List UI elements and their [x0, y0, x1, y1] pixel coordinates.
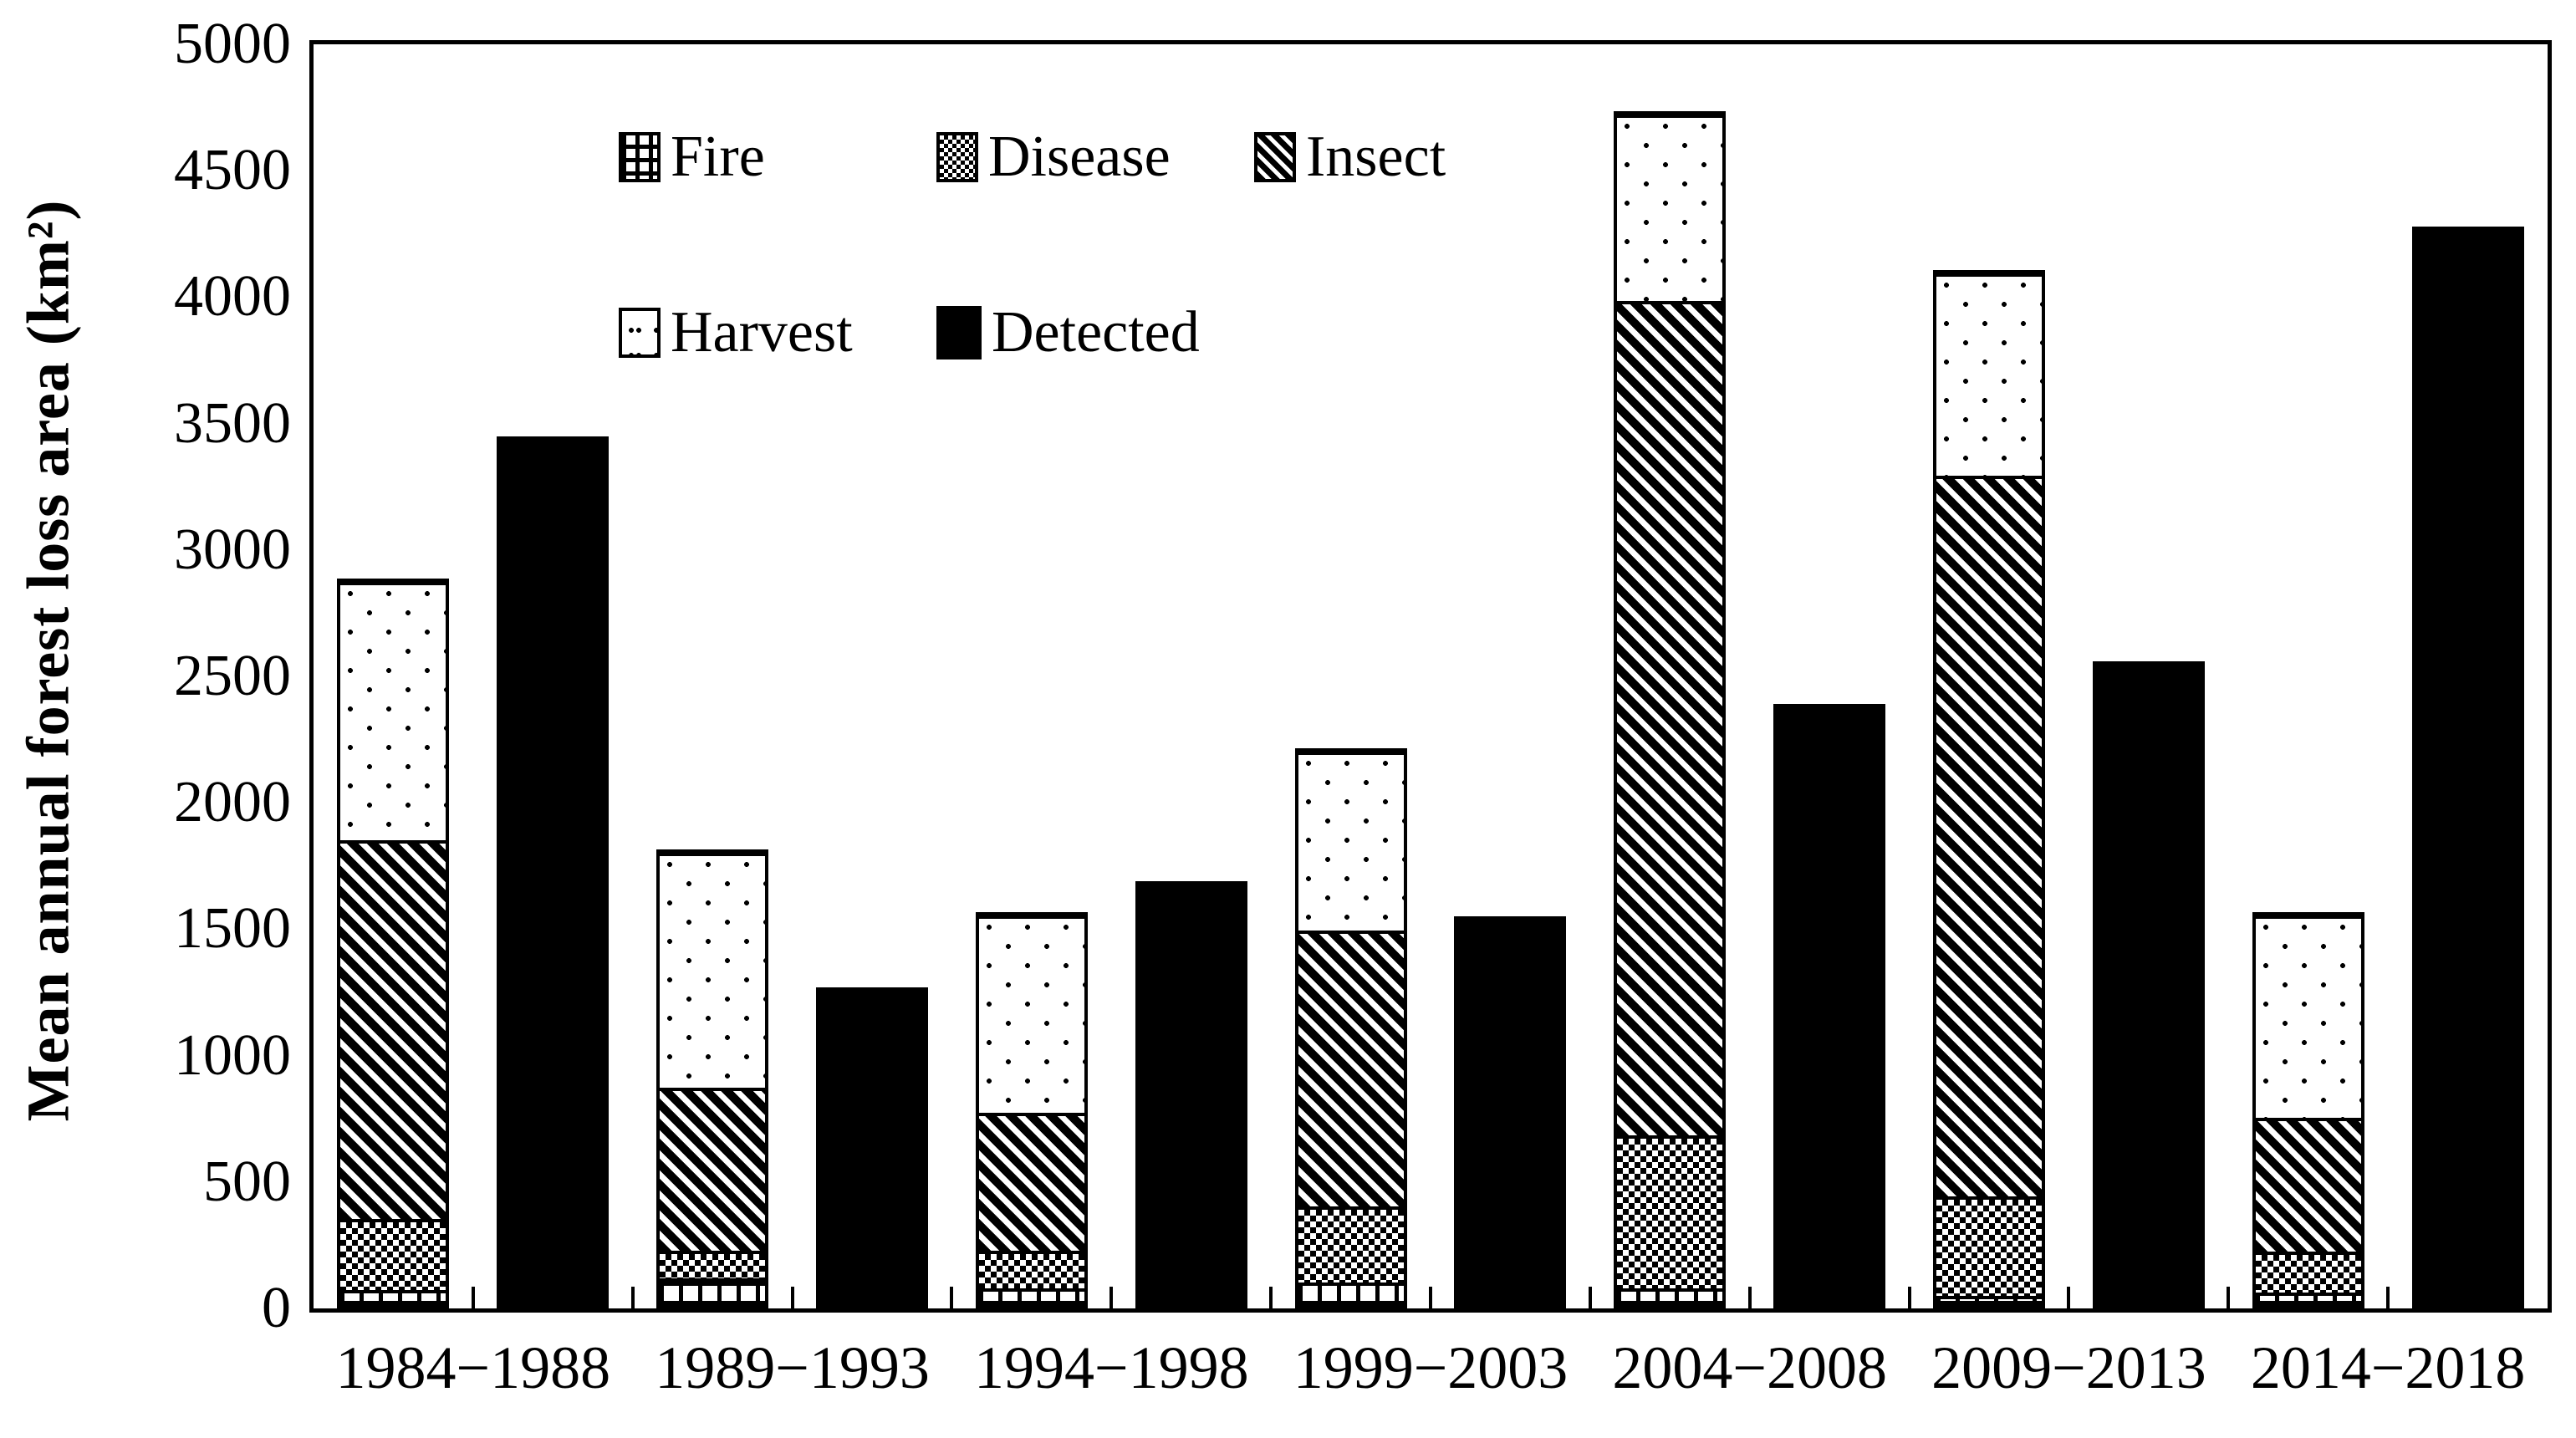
- harvest-segment: [978, 915, 1084, 1114]
- legend-label-detected: Detected: [992, 300, 1200, 365]
- harvest-segment: [1617, 114, 1723, 302]
- legend-item-disease: Disease: [936, 128, 1171, 186]
- insect-segment: [340, 839, 446, 1220]
- fire-segment: [660, 1278, 766, 1305]
- disease-segment: [2255, 1252, 2361, 1293]
- stacked-bar-2004−2008: [1614, 110, 1727, 1308]
- x-axis-category-label: 2004−2008: [1612, 1334, 1887, 1401]
- detected-bar-1994−1998: [1135, 880, 1247, 1308]
- insect-pattern-swatch-icon: [1254, 132, 1296, 182]
- stacked-bar-1984−1988: [337, 579, 450, 1308]
- x-axis-category-label: 1999−2003: [1293, 1334, 1569, 1401]
- legend-item-fire: Fire: [619, 128, 765, 186]
- legend-item-insect: Insect: [1254, 128, 1446, 186]
- x-axis-category-label: 1994−1998: [973, 1334, 1249, 1401]
- detected-bar-1999−2003: [1454, 916, 1567, 1308]
- stacked-bar-2009−2013: [1933, 270, 2045, 1308]
- x-axis-tick-mark: [1429, 1287, 1432, 1308]
- detected-bar-2014−2018: [2411, 226, 2524, 1308]
- detected-bar-2009−2013: [2092, 660, 2205, 1308]
- disease-segment: [660, 1250, 766, 1279]
- y-axis-tick-label: 1500: [174, 896, 291, 961]
- fire-segment: [1617, 1288, 1723, 1305]
- plot-area: Fire Disease Insect Harvest Detected: [309, 40, 2552, 1313]
- disease-segment: [1936, 1196, 2042, 1297]
- disease-segment: [1298, 1206, 1404, 1282]
- disease-pattern-swatch-icon: [936, 132, 978, 182]
- detected-bar-1984−1988: [497, 436, 610, 1308]
- stacked-bar-1989−1993: [656, 849, 769, 1308]
- legend-label-disease: Disease: [988, 125, 1171, 189]
- y-axis-tick-label: 5000: [174, 12, 291, 76]
- disease-segment: [340, 1219, 446, 1290]
- fire-segment: [1298, 1282, 1404, 1305]
- x-axis-tick-mark: [2067, 1287, 2071, 1308]
- x-axis-tick-mark: [950, 1287, 954, 1308]
- x-axis-tick-mark: [2227, 1287, 2231, 1308]
- y-axis-tick-label: 2500: [174, 644, 291, 708]
- y-axis-tick-label: 4500: [174, 138, 291, 203]
- detected-pattern-swatch-icon: [936, 306, 982, 360]
- disease-segment: [1617, 1135, 1723, 1289]
- insect-segment: [1936, 476, 2042, 1196]
- x-axis-tick-mark: [790, 1287, 794, 1308]
- fire-pattern-swatch-icon: [619, 132, 661, 182]
- x-axis-tick-mark: [1109, 1287, 1114, 1308]
- legend-label-harvest: Harvest: [671, 300, 853, 365]
- fire-segment: [978, 1288, 1084, 1305]
- x-axis-category-label: 1989−1993: [655, 1334, 930, 1401]
- y-axis-tick-label: 3500: [174, 390, 291, 456]
- x-axis-category-label: 1984−1988: [335, 1334, 611, 1401]
- y-axis-tick-label: 2000: [174, 770, 291, 835]
- harvest-segment: [340, 582, 446, 840]
- y-axis-tick-label: 0: [262, 1276, 291, 1340]
- insect-segment: [2255, 1118, 2361, 1252]
- legend-item-harvest: Harvest: [619, 303, 853, 362]
- x-axis-tick-mark: [630, 1287, 635, 1308]
- y-axis-tick-label: 4000: [174, 264, 291, 329]
- x-axis-category-label: 2009−2013: [1931, 1334, 2206, 1401]
- x-axis-tick-mark: [2386, 1287, 2390, 1308]
- harvest-segment: [1936, 273, 2042, 477]
- disease-segment: [978, 1250, 1084, 1289]
- fire-segment: [1936, 1296, 2042, 1305]
- x-axis-tick-mark: [1588, 1287, 1592, 1308]
- stacked-bar-1999−2003: [1294, 747, 1407, 1308]
- detected-bar-1989−1993: [816, 987, 928, 1308]
- legend-label-insect: Insect: [1306, 125, 1446, 189]
- legend-item-detected: Detected: [936, 303, 1200, 362]
- detected-bar-2004−2008: [1773, 704, 1886, 1308]
- x-axis-category-label: 2014−2018: [2250, 1334, 2526, 1401]
- insect-segment: [660, 1087, 766, 1251]
- y-axis-tick-label: 500: [203, 1149, 291, 1214]
- stacked-bar-2014−2018: [2252, 912, 2364, 1308]
- harvest-segment: [660, 852, 766, 1088]
- y-axis-tick-label: 3000: [174, 517, 291, 582]
- fire-segment: [340, 1289, 446, 1305]
- legend-label-fire: Fire: [671, 125, 765, 189]
- x-axis-tick-mark: [1747, 1287, 1752, 1308]
- stacked-bar-1994−1998: [975, 912, 1088, 1308]
- insect-segment: [1298, 931, 1404, 1207]
- harvest-segment: [1298, 751, 1404, 931]
- x-axis-tick-mark: [471, 1287, 475, 1308]
- insect-segment: [1617, 301, 1723, 1136]
- harvest-pattern-swatch-icon: [619, 308, 661, 358]
- harvest-segment: [2255, 915, 2361, 1119]
- x-axis-tick-mark: [1269, 1287, 1273, 1308]
- fire-segment: [2255, 1292, 2361, 1305]
- insect-segment: [978, 1113, 1084, 1251]
- y-axis-tick-label: 1000: [174, 1022, 291, 1088]
- x-axis-tick-mark: [1907, 1287, 1911, 1308]
